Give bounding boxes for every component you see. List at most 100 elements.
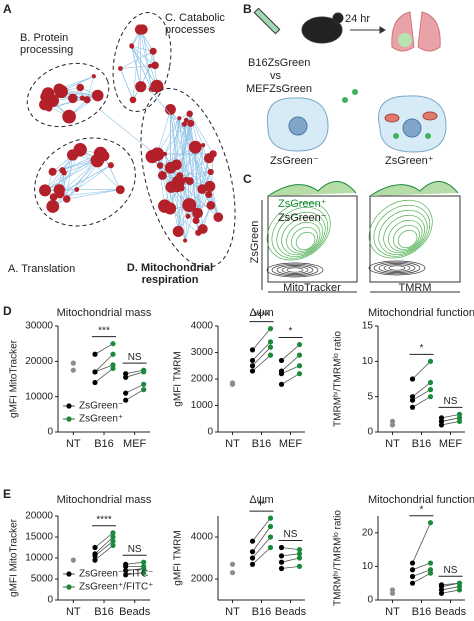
point [278,544,285,551]
node [54,188,65,199]
control-point [229,570,236,576]
y-axis-label: gMFI TMRM [173,530,184,585]
point [123,371,129,377]
y-axis-label: gMFI MitoTracker [9,339,20,418]
pair-line [94,368,114,383]
point [92,551,98,557]
contour [368,199,433,259]
y-tick-label: 15000 [25,532,53,543]
point [110,538,116,544]
node [204,180,216,192]
legend-label: ZsGreen⁺ [79,414,123,425]
point [278,357,285,364]
node [93,146,108,161]
edge [189,113,214,155]
point [278,553,285,559]
node [63,195,71,203]
y-tick-label: 10 [362,561,374,572]
edge [52,164,112,207]
point [249,347,256,353]
significance-label: * [289,326,293,337]
contour [295,231,316,251]
point [278,559,285,565]
significance-label: **** [96,514,112,525]
point [267,326,274,332]
contour [373,204,431,257]
cluster-outline [140,87,236,269]
pair-line [281,373,300,385]
lungs [391,11,441,52]
cluster-outline [34,137,136,227]
point [92,557,98,563]
panel-label: A [3,2,12,16]
node [177,116,182,121]
flow-legend: ZsGreen⁺ [278,198,327,210]
node [213,212,224,222]
node [48,167,57,176]
edge [159,146,196,166]
particle [352,89,358,95]
contour [378,263,416,273]
pair-line [412,389,431,401]
node [53,83,65,95]
significance-label: NS [284,529,298,540]
point [427,358,434,364]
point [110,341,116,347]
point [296,563,303,570]
point [438,582,445,588]
edge [179,118,187,180]
cluster-label: B. Protein processing [20,32,74,56]
contour [388,265,406,271]
y-tick-label: 2000 [191,374,214,385]
schematic [253,7,447,153]
legend-marker [66,584,72,590]
y-tick-label: 10000 [25,391,53,402]
y-axis-label: TMRMʰⁱ/TMRMˡᵒ ratio [333,510,344,606]
point [409,560,416,566]
significance-label: NS [128,544,142,555]
point [123,568,129,574]
pair-line [412,522,431,564]
point [123,397,129,403]
particle [342,97,348,103]
node [115,185,125,195]
x-tick-label: NT [225,438,240,450]
x-tick-label: B16 [94,606,114,618]
edge [132,29,141,100]
point [92,369,98,375]
panel-label: D [3,304,12,318]
panel-label: B [243,2,252,16]
x-tick-label: B16 [94,438,114,450]
edge [170,123,192,188]
edge [131,46,152,90]
edge [170,109,177,165]
node [135,81,147,93]
node [145,149,159,164]
pair-line [125,561,144,565]
pair-line [281,553,300,557]
contour [266,201,331,261]
edge [170,109,191,182]
chart-title: Mitochondrial function [368,494,474,506]
contour [276,211,326,257]
point [409,376,416,382]
edge [86,76,95,100]
edge [79,149,121,190]
point [110,534,116,540]
x-tick-label: NT [66,606,81,618]
point [267,544,274,551]
node [91,89,104,102]
y-axis-label: TMRMʰⁱ/TMRMˡᵒ ratio [333,331,344,427]
flow-x-label: MitoTracker [283,282,341,294]
edge [184,124,198,214]
point [296,352,303,358]
panel-label: C [243,172,252,186]
x-tick-label: Beads [119,606,151,618]
pair-line [412,361,431,380]
pair-line [125,369,144,375]
pair-line [441,421,460,426]
histogram [369,181,459,197]
nucleus [288,116,308,136]
contour [266,262,324,278]
